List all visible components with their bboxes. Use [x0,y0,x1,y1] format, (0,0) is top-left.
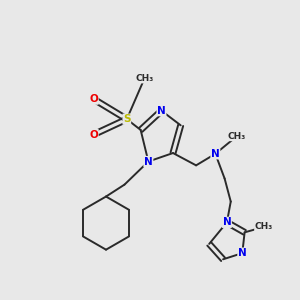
Text: N: N [157,106,166,116]
Text: CH₃: CH₃ [135,74,154,83]
Text: N: N [223,217,231,227]
Text: CH₃: CH₃ [255,223,273,232]
Text: CH₃: CH₃ [228,132,246,141]
Text: N: N [211,149,220,159]
Text: S: S [123,114,130,124]
Text: N: N [238,248,247,258]
Text: N: N [144,157,153,166]
Text: O: O [89,130,98,140]
Text: O: O [89,94,98,104]
